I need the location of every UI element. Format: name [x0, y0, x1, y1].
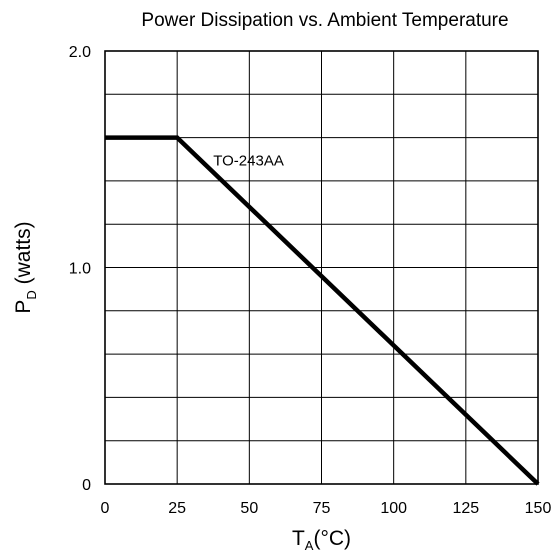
chart-title: Power Dissipation vs. Ambient Temperatur… [141, 10, 508, 31]
x-tick-label: 150 [525, 500, 552, 517]
x-axis-label-main: T [292, 527, 305, 550]
x-tick-label: 50 [240, 500, 258, 517]
series-annotation-label: TO-243AA [213, 152, 284, 169]
y-tick-label: 2.0 [69, 44, 91, 61]
y-axis-label: PD (watts) [12, 221, 39, 313]
y-axis-label-subscript: D [24, 290, 39, 299]
y-tick-labels: 0 1.0 2.0 [69, 44, 91, 494]
x-axis-label: TA(°C) [292, 527, 351, 553]
x-tick-label: 0 [101, 500, 110, 517]
y-axis-label-unit: (watts) [12, 221, 35, 290]
series-lines [105, 135, 540, 486]
series-line [105, 135, 540, 486]
y-axis-label-main: P [12, 300, 35, 314]
x-tick-label: 125 [452, 500, 479, 517]
x-tick-label: 25 [168, 500, 186, 517]
x-axis-label-unit: (°C) [313, 527, 351, 550]
y-tick-label: 1.0 [69, 261, 91, 278]
x-axis-label-subscript: A [305, 538, 314, 553]
x-tick-label: 100 [380, 500, 407, 517]
x-tick-labels: 0 25 50 75 100 125 150 [101, 500, 552, 517]
plot-frame [104, 50, 539, 485]
x-tick-label: 75 [313, 500, 331, 517]
y-tick-label: 0 [82, 477, 91, 494]
annotations: TO-243AA [213, 152, 284, 169]
